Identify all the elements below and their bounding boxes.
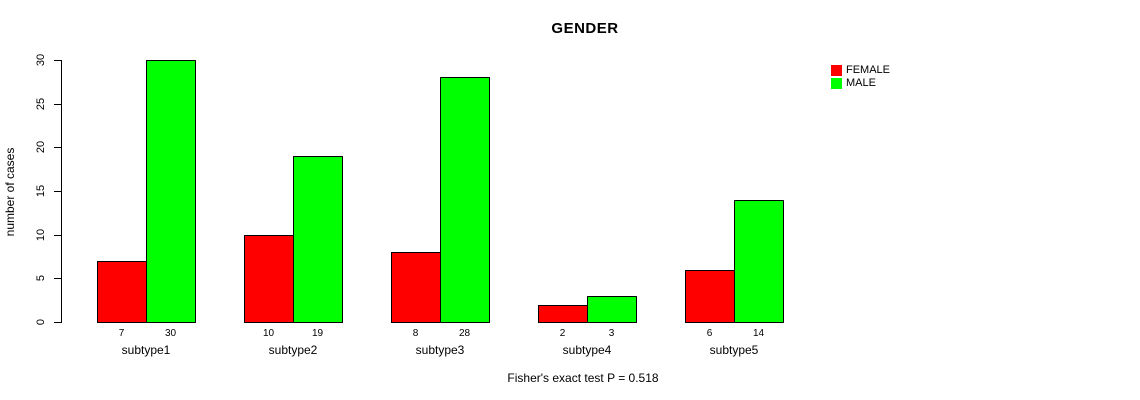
category-label-subtype1: subtype1: [121, 343, 171, 357]
y-axis-tick-label: 0: [35, 318, 47, 326]
y-axis-tick: [54, 234, 61, 236]
y-axis-tick-label: 25: [35, 97, 47, 110]
y-axis-label: number of cases: [3, 147, 17, 237]
bar-value-label: 3: [608, 328, 615, 339]
bar-male-subtype2: [293, 156, 343, 323]
footer-annotation: Fisher's exact test P = 0.518: [507, 371, 659, 385]
y-axis-tick: [54, 60, 61, 61]
y-axis-tick-label: 20: [35, 141, 47, 154]
bar-female-subtype4: [538, 305, 588, 323]
bar-female-subtype1: [97, 261, 147, 323]
category-label-subtype5: subtype5: [709, 343, 759, 357]
bar-value-label: 7: [118, 328, 125, 339]
bar-female-subtype2: [244, 235, 294, 323]
y-axis-tick: [54, 322, 61, 323]
legend-item-female: FEMALE: [831, 64, 890, 76]
legend-item-male: MALE: [831, 77, 890, 89]
category-label-subtype3: subtype3: [415, 343, 465, 357]
chart-title: GENDER: [551, 20, 619, 37]
legend-swatch-icon: [831, 77, 842, 89]
y-axis-line: [61, 60, 62, 323]
y-axis-tick: [54, 147, 61, 149]
bar-value-label: 14: [752, 328, 765, 339]
category-label-subtype2: subtype2: [268, 343, 318, 357]
legend-label: MALE: [846, 76, 876, 89]
bar-value-label: 10: [262, 328, 275, 339]
bar-male-subtype4: [587, 296, 637, 323]
bar-value-label: 8: [412, 328, 419, 339]
bar-male-subtype1: [146, 60, 196, 323]
bar-value-label: 6: [706, 328, 713, 339]
bar-male-subtype3: [440, 77, 490, 323]
category-label-subtype4: subtype4: [562, 343, 612, 357]
bar-value-label: 30: [164, 328, 177, 339]
legend-swatch-icon: [831, 64, 842, 76]
bar-value-label: 2: [559, 328, 566, 339]
bar-male-subtype5: [734, 200, 784, 323]
bar-value-label: 28: [458, 328, 471, 339]
legend-label: FEMALE: [846, 63, 891, 76]
y-axis-tick-label: 30: [35, 53, 47, 67]
bar-female-subtype5: [685, 270, 735, 323]
legend: FEMALE MALE: [831, 64, 890, 90]
y-axis-tick: [54, 191, 61, 192]
bar-female-subtype3: [391, 252, 441, 323]
y-axis-tick: [54, 103, 61, 105]
y-axis-tick-label: 15: [35, 184, 47, 198]
bar-value-label: 19: [311, 328, 324, 339]
y-axis-tick-label: 10: [35, 228, 47, 241]
y-axis-tick: [54, 278, 61, 280]
y-axis-tick-label: 5: [35, 275, 47, 282]
